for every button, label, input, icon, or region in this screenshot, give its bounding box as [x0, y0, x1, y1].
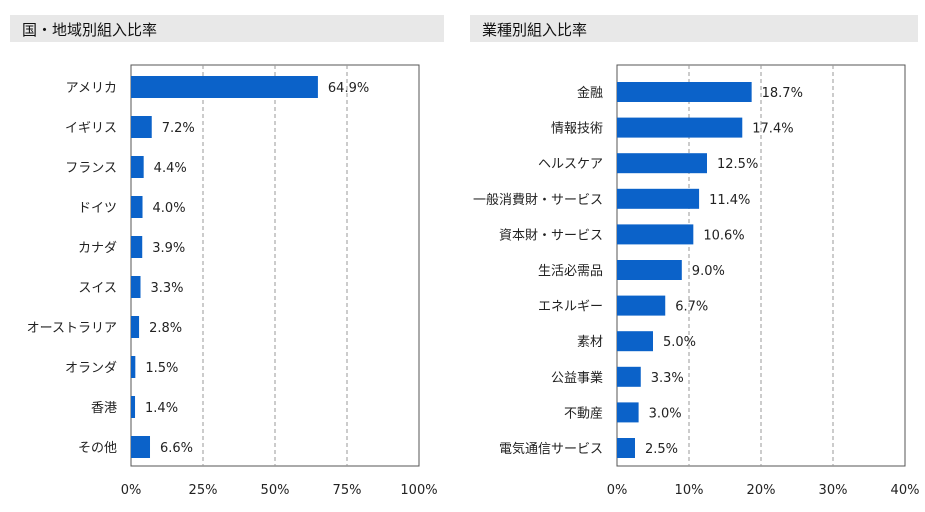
country-value-label: 64.9%	[328, 81, 369, 96]
sector-value-label: 11.4%	[709, 193, 750, 208]
sector-tick-label: 10%	[675, 483, 704, 498]
country-value-label: 3.9%	[152, 241, 185, 256]
sector-value-label: 3.0%	[649, 406, 682, 421]
sector-tick-label: 0%	[607, 483, 628, 498]
panel-title-sector: 業種別組入比率	[482, 21, 588, 39]
country-category-label: 香港	[91, 401, 117, 416]
sector-value-label: 18.7%	[762, 86, 803, 101]
sector-category-label: 生活必需品	[538, 264, 603, 279]
sector-category-label: 公益事業	[551, 370, 603, 386]
sector-category-label: ヘルスケア	[538, 157, 603, 172]
sector-value-label: 6.7%	[675, 300, 708, 315]
sector-category-label: 金融	[577, 85, 603, 101]
sector-bar	[617, 366, 641, 387]
country-tick-label: 75%	[333, 483, 362, 498]
country-bar	[131, 356, 136, 378]
panel-header-sector: 業種別組入比率	[470, 15, 918, 42]
country-category-label: カナダ	[78, 241, 117, 256]
sector-category-label: 一般消費財・サービス	[473, 192, 603, 208]
sector-category-label: 電気通信サービス	[499, 441, 603, 457]
sector-bar	[617, 402, 639, 423]
country-bar	[131, 116, 152, 138]
country-bar	[131, 236, 143, 258]
country-category-label: アメリカ	[66, 81, 117, 96]
country-value-label: 4.0%	[153, 201, 186, 216]
sector-bar	[617, 188, 700, 209]
country-category-label: オランダ	[65, 361, 117, 376]
country-tick-label: 25%	[189, 483, 218, 498]
country-tick-label: 0%	[121, 483, 142, 498]
sector-value-label: 10.6%	[703, 228, 744, 243]
sector-value-label: 17.4%	[752, 122, 793, 137]
sector-tick-label: 40%	[891, 483, 920, 498]
sector-tick-label: 30%	[819, 483, 848, 498]
country-category-label: オーストラリア	[27, 321, 117, 336]
sector-category-label: 情報技術	[551, 122, 603, 137]
sector-category-label: 資本財・サービス	[499, 228, 603, 243]
country-value-label: 1.4%	[145, 401, 178, 416]
sector-value-label: 5.0%	[663, 335, 696, 350]
sector-bar	[617, 82, 752, 102]
panel-title-country: 国・地域別組入比率	[22, 21, 158, 39]
country-bar	[131, 156, 144, 178]
sector-bar	[617, 331, 653, 352]
country-tick-label: 100%	[400, 483, 437, 498]
country-tick-label: 50%	[261, 483, 290, 498]
sector-category-label: 不動産	[564, 405, 603, 421]
country-value-label: 7.2%	[162, 121, 195, 136]
country-bar	[131, 436, 151, 458]
country-bar	[131, 276, 141, 298]
country-bar	[131, 196, 143, 218]
sector-category-label: エネルギー	[538, 300, 603, 315]
country-category-label: ドイツ	[78, 201, 117, 216]
country-category-label: スイス	[78, 281, 117, 296]
sector-bar	[617, 117, 743, 138]
sector-bar	[617, 224, 694, 245]
sector-value-label: 12.5%	[717, 157, 758, 172]
country-value-label: 6.6%	[160, 441, 193, 456]
panel-header-country: 国・地域別組入比率	[10, 15, 444, 42]
country-bar	[131, 396, 136, 418]
sector-category-label: 素材	[577, 335, 603, 350]
sector-value-label: 2.5%	[645, 442, 678, 457]
country-value-label: 4.4%	[154, 161, 187, 176]
sector-bar	[617, 295, 666, 316]
sector-bar	[617, 153, 707, 174]
sector-chart: 0% 10% 20% 30% 40% 金融 18.7% 情報技術 17.4% ヘルスケア 12.5%…	[473, 64, 920, 498]
country-category-label: フランス	[65, 161, 117, 176]
country-category-label: その他	[78, 441, 117, 456]
country-value-label: 3.3%	[151, 281, 184, 296]
country-chart: 0% 25% 50% 75% 100% アメリカ 64.9% イギリス 7.2% フランス 4.4%…	[27, 64, 438, 498]
sector-bar	[617, 260, 682, 280]
country-category-label: イギリス	[65, 121, 117, 136]
sector-value-label: 9.0%	[692, 264, 725, 279]
sector-value-label: 3.3%	[651, 371, 684, 386]
sector-bar	[617, 438, 635, 458]
country-value-label: 1.5%	[145, 361, 178, 376]
country-value-label: 2.8%	[149, 321, 182, 336]
country-bar	[131, 76, 318, 98]
sector-tick-label: 20%	[747, 483, 776, 498]
country-bar	[131, 316, 140, 338]
